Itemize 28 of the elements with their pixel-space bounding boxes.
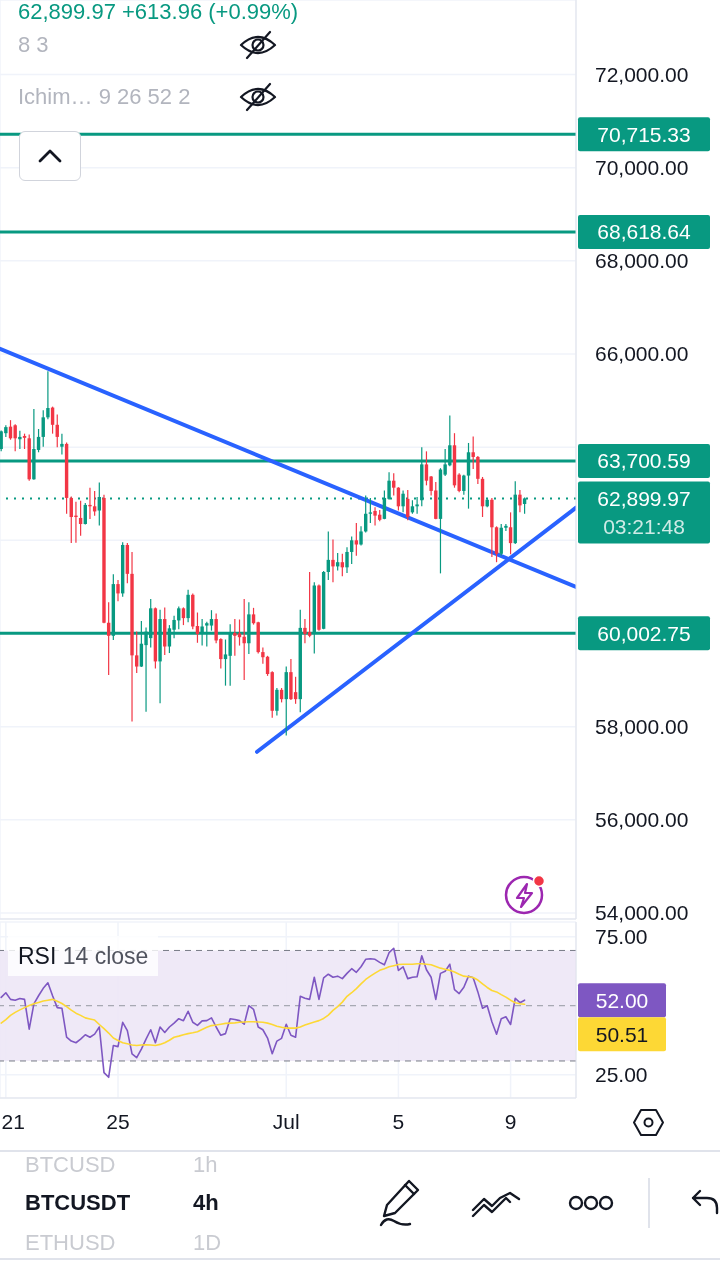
y-tick-label: 68,000.00 <box>595 249 689 273</box>
x-tick-label: 5 <box>392 1110 405 1134</box>
x-tick-label: Jul <box>272 1110 300 1134</box>
y-tick-label: 75.00 <box>595 924 648 948</box>
annotation: 62,899.97 +613.96 (+0.99%) <box>18 0 299 24</box>
ref-line-label: 70,715.33 <box>597 122 691 146</box>
annotation: 8 3 <box>18 32 49 57</box>
text: 03:21:48 <box>603 514 685 538</box>
x-tick-label: 25 <box>106 1110 130 1134</box>
y-tick-label: 70,000.00 <box>595 156 689 180</box>
text: BTCUSDT <box>25 1190 131 1215</box>
ref-line-label: 68,618.64 <box>597 220 692 244</box>
x-tick-label: 21 <box>1 1110 25 1134</box>
text: 50.51 <box>595 1022 649 1046</box>
ref-line-label: 63,700.59 <box>597 449 691 473</box>
text: RSI 14 close <box>18 943 149 969</box>
y-tick-label: 58,000.00 <box>595 714 689 738</box>
ref-line-label: 60,002.75 <box>597 621 691 645</box>
ref-line-label: 62,899.97 <box>597 486 691 510</box>
y-tick-label: 54,000.00 <box>595 901 689 925</box>
x-tick-label: 9 <box>504 1110 517 1134</box>
text: 4h <box>193 1190 219 1215</box>
y-tick-label: 72,000.00 <box>595 62 689 86</box>
y-tick-label: 25.00 <box>595 1063 648 1087</box>
annotation: Ichim… 9 26 52 2 <box>18 84 191 109</box>
text: 52.00 <box>595 988 649 1012</box>
y-tick-label: 66,000.00 <box>595 342 689 366</box>
y-tick-label: 56,000.00 <box>595 808 689 832</box>
